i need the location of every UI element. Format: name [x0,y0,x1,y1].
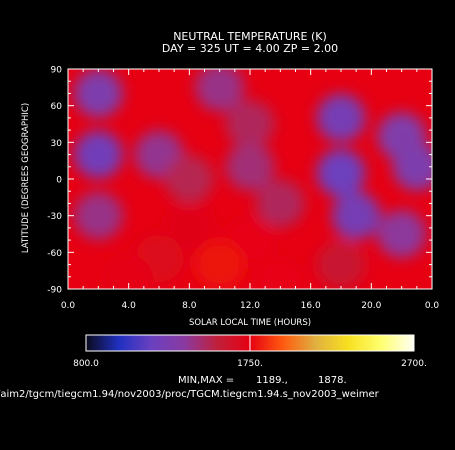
x-tick-label: 4.0 [122,301,137,311]
y-tick-label: -60 [47,249,62,259]
y-tick-label: -90 [47,286,62,296]
x-tick-label: 20.0 [361,301,381,311]
y-tick-label: -30 [47,212,62,222]
field-sample-16 [377,210,426,258]
field-sample-20 [104,255,153,289]
field-sample-15 [331,191,381,240]
minmax-label: MIN,MAX = [178,375,235,386]
colorbar-tick-label: 2700. [401,359,427,369]
y-tick-label: 90 [51,66,63,76]
y-axis-label: LATITUDE (DEGREES GEOGRAPHIC) [21,103,31,253]
x-tick-label: 0.0 [425,301,440,311]
y-tick-label: 30 [51,139,63,149]
field-sample-21 [256,259,305,289]
x-tick-label: 12.0 [240,301,260,311]
field-sample-10 [392,142,432,191]
field-sample-11 [74,191,123,240]
colorbar-tick-label: 800.0 [73,359,99,369]
field-sample-8 [225,142,275,191]
x-tick-label: 8.0 [182,301,197,311]
field-sample-0 [74,69,123,118]
colorbar-tick-label: 1750. [237,359,263,369]
field-sample-5 [74,130,123,179]
field-sample-14 [256,179,305,228]
field-sample-9 [316,149,366,197]
y-tick-label: 0 [56,176,62,186]
field-sample-7 [165,155,214,203]
colorbar-ticks: 800.0 1750. 2700. [73,335,427,369]
min-value: 1189., [256,375,288,386]
x-axis-label: SOLAR LOCAL TIME (HOURS) [189,318,311,328]
field-sample-18 [195,240,244,289]
field-sample-1 [195,69,244,112]
x-tick-label: 16.0 [301,301,321,311]
chart-title: NEUTRAL TEMPERATURE (K) [173,30,327,43]
field-sample-12 [165,204,214,252]
heatmap-field [68,69,432,289]
x-tick-label: 0.0 [61,301,76,311]
field-sample-3 [316,94,366,142]
field-sample-2 [225,100,275,148]
y-tick-label: 60 [51,102,63,112]
axis-ticks: 0.0 4.0 8.0 12.0 16.0 20.0 0.0 -90 -60 -30 0 30 60 90 [47,66,439,312]
file-path: /aim2/tgcm/tiegcm1.94/nov2003/proc/TGCM.… [0,389,379,400]
chart-subtitle: DAY = 325 UT = 4.00 ZP = 2.00 [162,42,338,55]
field-sample-19 [316,240,366,289]
max-value: 1878. [318,375,347,386]
